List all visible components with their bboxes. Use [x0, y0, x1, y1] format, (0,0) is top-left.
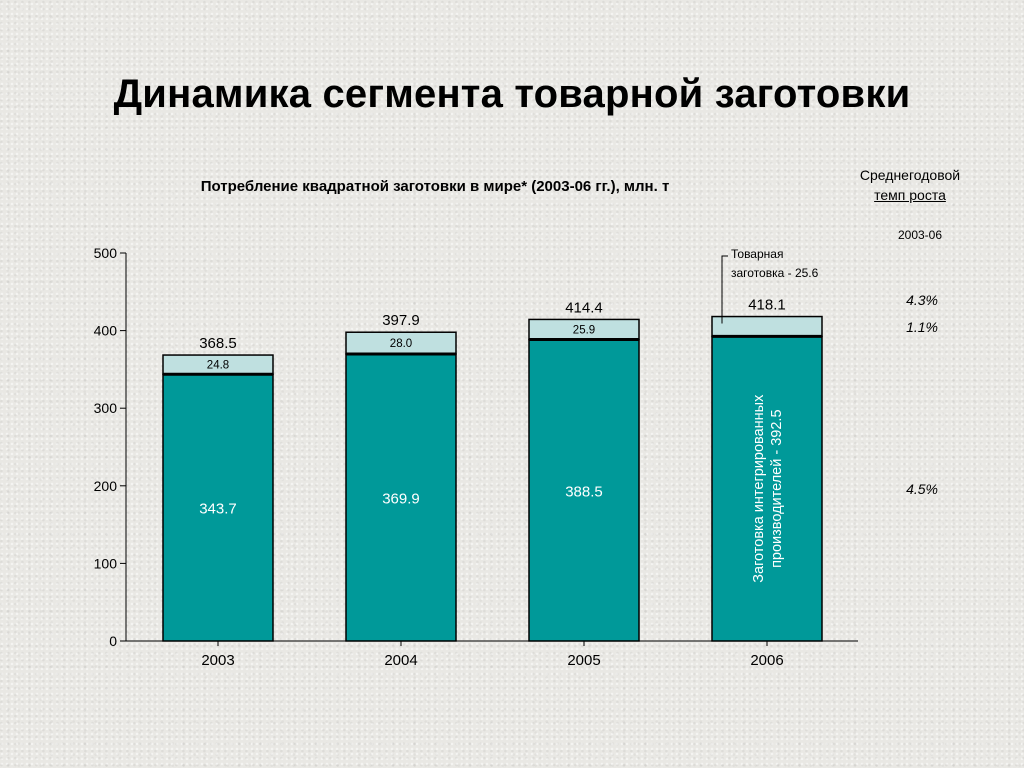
- growth-heading-line1: Среднегодовой: [859, 167, 961, 183]
- y-tick-label: 300: [94, 400, 118, 416]
- rotated-label-line2: производителей - 392.5: [769, 409, 785, 567]
- bar-integrated-2005: [528, 338, 640, 642]
- y-tick-label: 400: [94, 323, 118, 339]
- growth-rate-total: 4.3%: [906, 292, 938, 308]
- integrated-value-label: 343.7: [199, 501, 237, 518]
- market-value-label: 28.0: [390, 338, 412, 350]
- x-tick-label: 2005: [567, 652, 600, 669]
- bar-integrated-2006: [711, 335, 823, 642]
- integrated-value-label: 369.9: [382, 490, 420, 507]
- slide-title: Динамика сегмента товарной заготовки: [113, 72, 911, 116]
- total-label: 368.5: [199, 335, 237, 352]
- total-label: 397.9: [382, 312, 420, 329]
- y-tick-label: 100: [94, 555, 118, 571]
- rotated-label-line1: Заготовка интегрированных: [751, 394, 767, 583]
- y-tick-label: 500: [94, 245, 118, 261]
- growth-period: 2003-06: [897, 228, 943, 242]
- y-tick-label: 0: [109, 633, 117, 649]
- chart-title: Потребление квадратной заготовки в мире*…: [200, 178, 670, 195]
- growth-heading: Среднегодовой темп роста: [820, 165, 1000, 205]
- growth-rate-integrated: 4.5%: [906, 481, 938, 497]
- callout-text-line1: Товарная: [731, 247, 783, 261]
- total-label: 414.4: [565, 299, 603, 316]
- x-tick-label: 2003: [201, 652, 234, 669]
- bar-market-2006: [711, 315, 823, 338]
- bar-integrated-2004: [345, 353, 457, 642]
- callout-line: [721, 255, 728, 324]
- bar-integrated-2003: [162, 373, 274, 642]
- market-value-label: 25.9: [573, 324, 595, 336]
- total-label: 418.1: [748, 297, 786, 314]
- rotated-label-group: Заготовка интегрированных производителей …: [751, 394, 785, 583]
- x-tick-label: 2006: [750, 652, 783, 669]
- integrated-value-label: 388.5: [565, 483, 603, 500]
- market-value-label: 24.8: [207, 360, 229, 372]
- x-tick-label: 2004: [384, 652, 417, 669]
- y-tick-label: 200: [94, 478, 118, 494]
- growth-heading-line2: темп роста: [874, 187, 946, 203]
- growth-rate-market: 1.1%: [906, 319, 938, 335]
- callout-text-line2: заготовка - 25.6: [731, 266, 819, 280]
